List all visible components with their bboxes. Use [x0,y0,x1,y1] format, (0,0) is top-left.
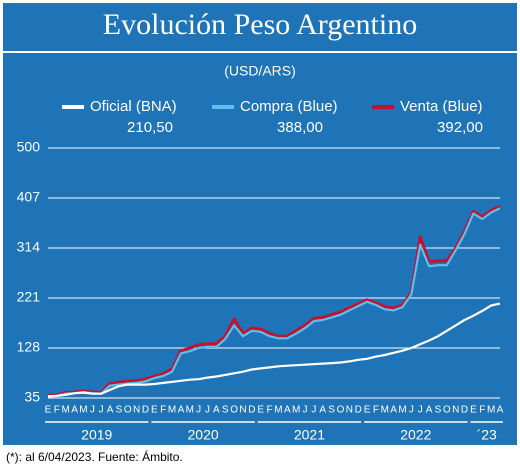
x-tick-label: M [168,405,176,416]
year-label: 2020 [188,427,219,443]
x-tick-label: O [124,405,132,416]
y-tick-label: 35 [24,389,40,405]
series-line [47,302,501,398]
legend-label: Compra (Blue) [240,98,338,115]
x-tick-label: F [54,405,60,416]
x-tick-label: A [319,405,326,416]
x-tick-label: F [160,405,166,416]
legend-label: Venta (Blue) [400,98,483,115]
y-tick-label: 407 [17,189,41,205]
x-tick-label: O [337,405,345,416]
x-tick-label: J [196,405,201,416]
x-tick-label: M [62,405,70,416]
panel [3,3,517,445]
x-tick-label: A [426,405,433,416]
y-tick-label: 314 [17,239,41,255]
x-tick-label: A [390,405,397,416]
year-label: 2019 [81,427,112,443]
legend-value: 392,00 [437,119,483,136]
x-tick-label: S [116,405,123,416]
chart-title: Evolución Peso Argentino [103,8,417,41]
x-tick-label: M [274,405,282,416]
x-tick-label: F [479,405,485,416]
x-tick-label: M [487,405,495,416]
year-label: 2022 [400,427,431,443]
x-tick-label: E [470,405,477,416]
footnote: (*): al 6/04/2023. Fuente: Ámbito. [6,449,183,464]
x-tick-label: N [452,405,459,416]
x-tick-label: J [99,405,104,416]
y-tick-label: 128 [17,339,41,355]
x-tick-label: S [435,405,442,416]
x-tick-label: E [151,405,158,416]
x-tick-label: J [90,405,95,416]
x-tick-label: S [222,405,229,416]
x-tick-label: J [418,405,423,416]
x-tick-label: J [409,405,414,416]
x-tick-label: O [443,405,451,416]
year-label: ´23 [477,427,497,443]
x-tick-label: J [205,405,210,416]
x-tick-label: M [398,405,406,416]
x-tick-label: S [328,405,335,416]
x-tick-label: A [107,405,114,416]
x-tick-label: M [79,405,87,416]
x-tick-label: E [257,405,264,416]
x-tick-label: D [142,405,149,416]
x-tick-label: A [71,405,78,416]
series-line [47,207,501,398]
series-line [47,204,501,397]
x-tick-label: O [230,405,238,416]
x-tick-label: M [292,405,300,416]
x-tick-label: N [239,405,246,416]
y-tick-label: 221 [17,289,41,305]
x-tick-label: A [284,405,291,416]
legend-value: 388,00 [277,119,323,136]
x-tick-label: N [346,405,353,416]
legend-label: Oficial (BNA) [90,98,177,115]
x-tick-label: D [355,405,362,416]
y-tick-label: 500 [17,139,41,155]
x-tick-label: A [213,405,220,416]
x-tick-label: E [364,405,371,416]
x-tick-label: F [267,405,273,416]
x-tick-label: D [248,405,255,416]
x-tick-label: F [373,405,379,416]
x-tick-label: J [311,405,316,416]
x-tick-label: M [186,405,194,416]
x-tick-label: M [381,405,389,416]
x-tick-label: A [497,405,504,416]
x-tick-label: N [133,405,140,416]
subtitle: (USD/ARS) [224,63,296,79]
legend-value: 210,50 [127,119,173,136]
x-tick-label: A [178,405,185,416]
x-tick-label: D [461,405,468,416]
year-label: 2021 [294,427,325,443]
x-tick-label: J [303,405,308,416]
x-tick-label: E [45,405,52,416]
